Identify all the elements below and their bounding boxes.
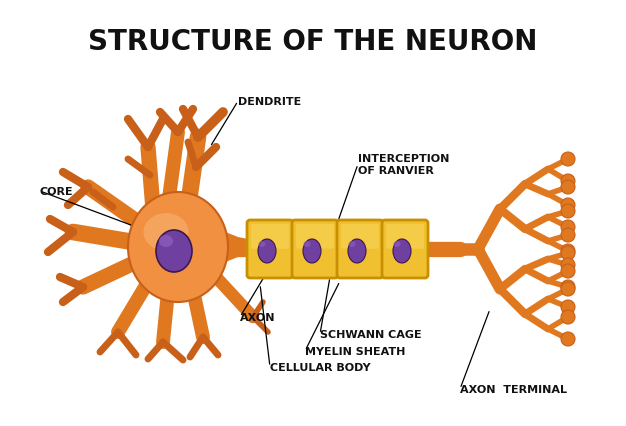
FancyBboxPatch shape (292, 221, 338, 278)
Circle shape (561, 221, 575, 234)
Circle shape (561, 332, 575, 346)
Ellipse shape (258, 239, 276, 263)
Circle shape (561, 153, 575, 167)
Circle shape (561, 280, 575, 294)
Circle shape (561, 181, 575, 195)
Text: INTERCEPTION
OF RANVIER: INTERCEPTION OF RANVIER (358, 154, 449, 176)
Text: SCHWANN CAGE: SCHWANN CAGE (320, 329, 422, 339)
Circle shape (561, 282, 575, 296)
FancyBboxPatch shape (382, 221, 428, 278)
Ellipse shape (304, 242, 310, 248)
Ellipse shape (159, 236, 173, 248)
Text: DENDRITE: DENDRITE (238, 97, 301, 107)
Circle shape (561, 199, 575, 213)
Circle shape (561, 204, 575, 219)
Circle shape (561, 300, 575, 314)
Ellipse shape (303, 239, 321, 263)
Ellipse shape (349, 242, 356, 248)
Ellipse shape (156, 230, 192, 272)
Ellipse shape (259, 242, 265, 248)
Text: AXON  TERMINAL: AXON TERMINAL (460, 384, 567, 394)
Ellipse shape (143, 213, 188, 251)
Circle shape (561, 259, 575, 272)
Text: MYELIN SHEATH: MYELIN SHEATH (305, 346, 406, 356)
FancyBboxPatch shape (247, 221, 293, 278)
Ellipse shape (348, 239, 366, 263)
Ellipse shape (394, 242, 401, 248)
FancyBboxPatch shape (341, 225, 379, 249)
FancyBboxPatch shape (251, 225, 289, 249)
FancyBboxPatch shape (386, 225, 424, 249)
Circle shape (561, 310, 575, 324)
Circle shape (561, 175, 575, 189)
FancyBboxPatch shape (337, 221, 383, 278)
Circle shape (561, 246, 575, 260)
Text: AXON: AXON (240, 312, 275, 322)
Circle shape (561, 265, 575, 278)
Circle shape (561, 228, 575, 242)
Ellipse shape (128, 193, 228, 302)
Text: CELLULAR BODY: CELLULAR BODY (270, 362, 371, 372)
Circle shape (561, 245, 575, 259)
Text: STRUCTURE OF THE NEURON: STRUCTURE OF THE NEURON (88, 28, 538, 56)
Text: CORE: CORE (40, 187, 74, 196)
Polygon shape (218, 230, 278, 265)
Ellipse shape (393, 239, 411, 263)
FancyBboxPatch shape (296, 225, 334, 249)
